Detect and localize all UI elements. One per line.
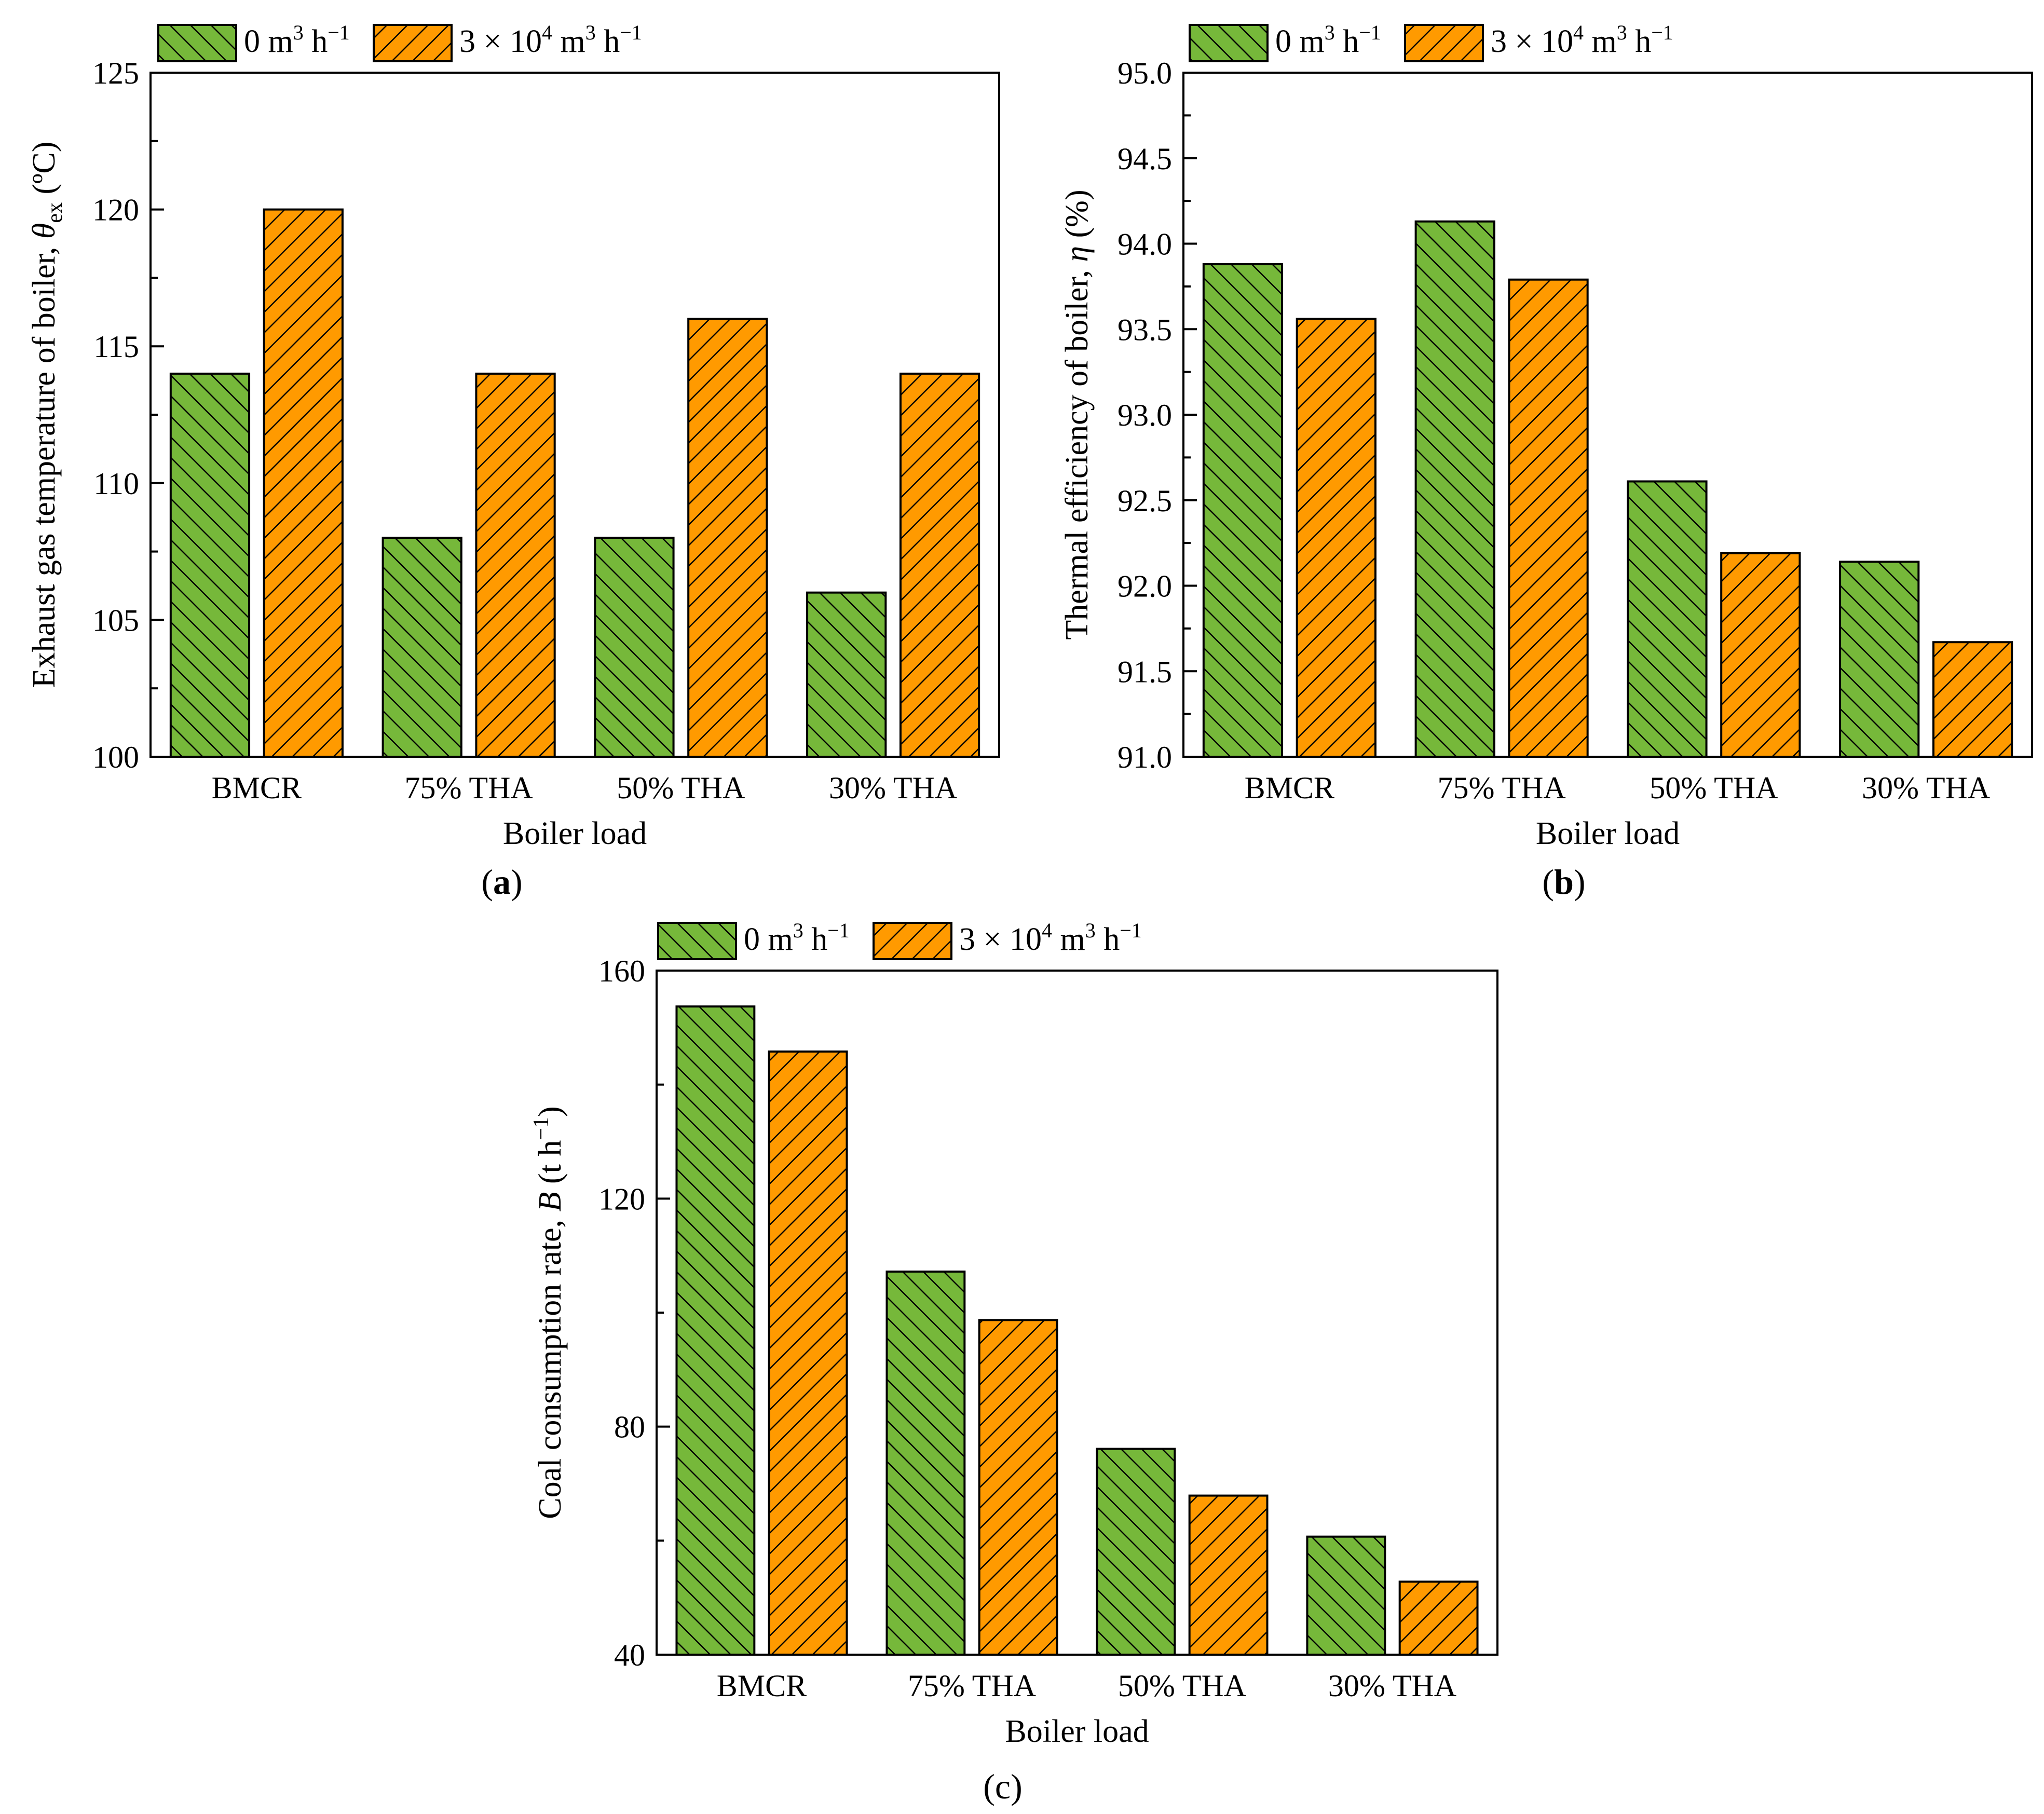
bar-bmcr-series-0 (675, 1005, 756, 1656)
y-tick-label: 100 (92, 740, 139, 774)
y-tick-label: 120 (598, 1182, 645, 1216)
y-tick-label: 40 (614, 1638, 645, 1672)
legend-swatch-0 (657, 922, 737, 960)
bar-50-tha-series-0 (1627, 480, 1708, 758)
bar-30-tha-series-0 (1306, 1535, 1386, 1656)
x-tick-label: 30% THA (1862, 771, 1990, 805)
bar-75-tha-series-1 (475, 372, 556, 758)
legend-label-1: 3 × 104 m3 h−1 (459, 21, 642, 59)
y-axis-label: Thermal efficiency of boiler, η (%) (1059, 189, 1095, 639)
bar-50-tha-series-0 (1096, 1448, 1176, 1656)
legend-swatch-1 (373, 24, 453, 62)
x-tick-label: BMCR (717, 1669, 807, 1703)
legend-label-0: 0 m3 h−1 (744, 919, 850, 957)
chart-panel-a: 0 m3 h−1 3 × 104 m3 h−1 100 105 110 115 120 125… (26, 21, 1000, 902)
bar-30-tha-series-1 (899, 372, 980, 758)
bar-bmcr-series-1 (263, 208, 344, 758)
y-tick-label: 95.0 (1118, 56, 1172, 90)
bar-50-tha-series-1 (687, 318, 768, 758)
bar-bmcr-series-0 (1202, 263, 1284, 758)
x-tick-label: 75% THA (1438, 771, 1566, 805)
y-tick-label: 91.0 (1118, 740, 1172, 774)
x-tick-label: 50% THA (1650, 771, 1778, 805)
y-tick-label: 160 (598, 954, 645, 988)
legend-label-0: 0 m3 h−1 (1275, 21, 1381, 59)
x-tick-label: BMCR (1245, 771, 1334, 805)
x-axis-label: Boiler load (1005, 1714, 1149, 1749)
y-tick-label: 80 (614, 1410, 645, 1444)
y-tick-label: 115 (93, 330, 139, 364)
panel-tag: (c) (983, 1767, 1023, 1806)
y-axis-label: Exhaust gas temperature of boiler, θex (… (26, 142, 67, 688)
bar-30-tha-series-0 (1839, 561, 1920, 758)
bar-bmcr-series-0 (169, 372, 251, 758)
y-tick-label: 93.0 (1118, 398, 1172, 432)
bar-bmcr-series-1 (1296, 318, 1377, 758)
bar-50-tha-series-1 (1720, 552, 1801, 758)
y-tick-label: 110 (93, 467, 139, 501)
x-tick-label: 75% THA (405, 771, 533, 805)
x-axis-label: Boiler load (1536, 816, 1680, 851)
legend-label-1: 3 × 104 m3 h−1 (959, 919, 1142, 957)
legend-swatch-0 (157, 24, 237, 62)
chart-panel-c: 0 m3 h−1 3 × 104 m3 h−1 40 80 120 160 BMCR 75% … (529, 919, 1498, 1806)
y-tick-label: 91.5 (1118, 654, 1172, 689)
bar-30-tha-series-1 (1398, 1580, 1479, 1656)
x-tick-label: 30% THA (829, 771, 957, 805)
panel-tag: (b) (1542, 862, 1585, 902)
x-tick-label: 30% THA (1328, 1669, 1456, 1703)
bar-30-tha-series-0 (806, 591, 887, 758)
legend: 0 m3 h−1 3 × 104 m3 h−1 (1189, 21, 1673, 62)
bar-75-tha-series-0 (381, 537, 462, 758)
y-tick-label: 94.5 (1118, 142, 1172, 176)
bar-75-tha-series-0 (1414, 220, 1495, 758)
x-tick-label: BMCR (212, 771, 302, 805)
y-axis-label: Coal consumption rate, B (t h−1) (529, 1106, 568, 1519)
y-tick-label: 94.0 (1118, 227, 1172, 262)
legend-swatch-1 (1404, 24, 1484, 62)
y-tick-label: 93.5 (1118, 312, 1172, 347)
legend-label-1: 3 × 104 m3 h−1 (1491, 21, 1673, 59)
y-tick-label: 92.0 (1118, 569, 1172, 604)
legend: 0 m3 h−1 3 × 104 m3 h−1 (657, 919, 1142, 960)
y-tick-label: 105 (92, 603, 139, 637)
x-tick-label: 50% THA (1118, 1669, 1246, 1703)
bar-75-tha-series-1 (978, 1319, 1058, 1656)
bar-30-tha-series-1 (1932, 641, 2013, 758)
legend-label-0: 0 m3 h−1 (244, 21, 350, 59)
x-tick-label: 75% THA (908, 1669, 1036, 1703)
legend-swatch-0 (1189, 24, 1269, 62)
x-axis-label: Boiler load (503, 816, 647, 851)
legend-swatch-1 (873, 922, 952, 960)
y-tick-label: 125 (92, 56, 139, 90)
bar-50-tha-series-1 (1188, 1494, 1269, 1656)
panel-tag: (a) (481, 862, 522, 902)
bar-50-tha-series-0 (594, 537, 675, 758)
bar-75-tha-series-0 (885, 1270, 966, 1656)
legend: 0 m3 h−1 3 × 104 m3 h−1 (157, 21, 642, 62)
y-tick-label: 120 (92, 193, 139, 227)
bar-75-tha-series-1 (1508, 278, 1589, 758)
bar-bmcr-series-1 (768, 1050, 848, 1656)
chart-panel-b: 0 m3 h−1 3 × 104 m3 h−1 91.0 91.5 92.0 92.5 93… (1059, 21, 2033, 902)
x-tick-label: 50% THA (617, 771, 745, 805)
y-tick-label: 92.5 (1118, 484, 1172, 518)
